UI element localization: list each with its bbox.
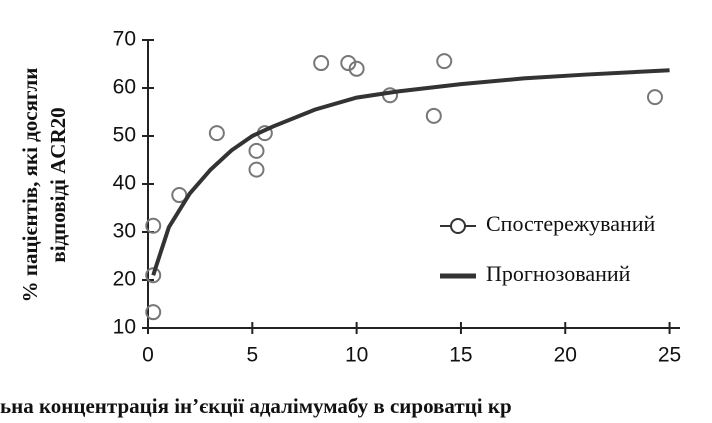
y-tick-label: 40 — [113, 172, 136, 195]
fit-line — [151, 68, 670, 276]
y-tick-label: 20 — [113, 268, 136, 291]
scatter-point — [340, 55, 357, 72]
x-tick-label: 15 — [449, 344, 472, 367]
y-tick-label: 50 — [113, 124, 136, 147]
scatter-point — [145, 267, 162, 284]
y-axis-label: % пацієнтів, які досягли — [18, 68, 42, 303]
x-tick-label: 5 — [246, 344, 258, 367]
y-label-group: % пацієнтів, які досягли відповіді ACR20 — [18, 68, 70, 303]
x-axis-label: ьна концентрація ін’єкції адалімумабу в … — [0, 394, 512, 418]
x-tick-label: 10 — [345, 344, 368, 367]
scatter-point — [425, 107, 442, 124]
legend-label: Прогнозований — [486, 261, 631, 286]
scatter-point — [646, 89, 663, 106]
scatter-point — [171, 187, 188, 204]
x-tick-label: 20 — [554, 344, 577, 367]
y-tick-label: 30 — [113, 220, 136, 243]
scatter-point — [208, 125, 225, 142]
scatter-point — [436, 53, 453, 70]
scatter-point — [145, 304, 162, 321]
scatter-point — [248, 142, 265, 159]
y-tick-label: 60 — [113, 76, 136, 99]
legend-marker — [450, 218, 466, 234]
y-axis-label: відповіді ACR20 — [46, 107, 70, 262]
y-tick-label: 70 — [113, 28, 136, 51]
scatter-point — [248, 161, 265, 178]
scatter-point — [348, 60, 365, 77]
legend-label: Спостережуваний — [486, 211, 656, 236]
x-tick-label: 0 — [142, 344, 154, 367]
x-tick-label: 25 — [658, 344, 681, 367]
scatter-point — [313, 55, 330, 72]
y-tick-label: 10 — [113, 316, 136, 339]
scatter-point — [145, 217, 162, 234]
